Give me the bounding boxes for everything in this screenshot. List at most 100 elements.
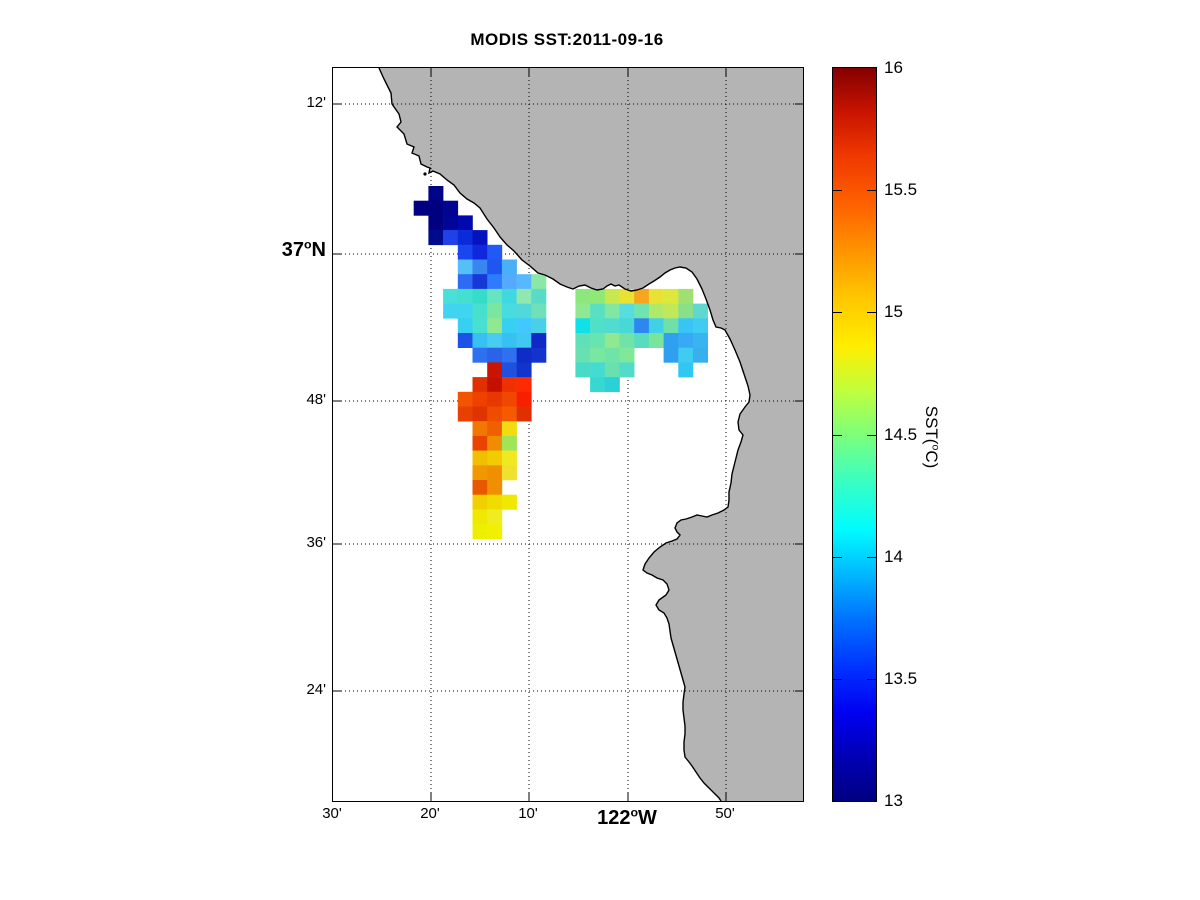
sst-cell <box>590 318 606 334</box>
sst-cell <box>693 347 708 363</box>
sst-cell <box>663 333 679 348</box>
sst-cell <box>531 347 547 363</box>
sst-cell <box>428 215 444 231</box>
sst-cell <box>516 347 532 363</box>
sst-cell <box>678 303 694 319</box>
sst-cell <box>472 480 488 495</box>
sst-cell <box>619 318 635 334</box>
colorbar-tick-left <box>833 312 842 314</box>
sst-cell <box>443 230 459 246</box>
sst-cell <box>457 391 473 407</box>
sst-cell <box>457 288 473 304</box>
sst-cell <box>487 244 503 260</box>
sst-cell <box>501 465 517 481</box>
sst-cell <box>678 318 694 334</box>
sst-cell <box>501 406 517 422</box>
colorbar-tick-left <box>833 678 842 680</box>
sst-cell <box>457 274 473 290</box>
sst-cell <box>472 347 488 363</box>
sst-cell <box>693 303 708 319</box>
sst-cell <box>487 288 503 304</box>
y-tick-label-major: 37oN <box>281 237 326 261</box>
sst-cell <box>472 274 488 290</box>
sst-cell <box>443 215 459 231</box>
sst-cell <box>678 362 694 378</box>
sst-cell <box>590 362 606 378</box>
sst-cell <box>648 303 664 319</box>
sst-cell <box>516 288 532 304</box>
sst-cell <box>487 274 503 290</box>
sst-cell <box>501 450 517 466</box>
sst-cell <box>487 377 503 393</box>
sst-cell <box>516 333 532 348</box>
sst-cell <box>590 377 606 393</box>
sst-cell <box>516 303 532 319</box>
sst-cell <box>516 318 532 334</box>
sst-cell <box>516 377 532 393</box>
land-area <box>379 68 803 801</box>
sst-cell <box>472 524 488 540</box>
sst-cell <box>663 347 679 363</box>
sst-cell <box>575 333 591 348</box>
sst-cell <box>501 288 517 304</box>
sst-cell <box>487 494 503 510</box>
sst-cell <box>472 406 488 422</box>
sst-cell <box>487 362 503 378</box>
colorbar-tick-label: 15.5 <box>884 180 918 200</box>
sst-cell <box>604 318 620 334</box>
sst-cell <box>590 303 606 319</box>
sst-cell <box>472 435 488 451</box>
y-tick-label: 48' <box>306 391 326 408</box>
sst-cell <box>501 362 517 378</box>
colorbar-tick-right <box>867 190 876 192</box>
colorbar-tick-right <box>867 312 876 314</box>
sst-cell <box>604 362 620 378</box>
x-tick-label: 10' <box>518 805 538 822</box>
sst-cell <box>428 186 444 201</box>
sst-cell <box>531 333 547 348</box>
colorbar-tick-label: 14 <box>884 546 903 566</box>
sst-cell <box>501 303 517 319</box>
sst-cell <box>663 288 679 304</box>
sst-cell <box>457 230 473 246</box>
sst-cell <box>457 333 473 348</box>
sst-cell <box>693 318 708 334</box>
sst-cell <box>678 288 694 304</box>
sst-cell <box>487 347 503 363</box>
sst-cell <box>487 391 503 407</box>
y-tick-label: 24' <box>306 681 326 698</box>
sst-cell <box>472 230 488 246</box>
sst-cell <box>634 333 650 348</box>
colorbar-label-post: C) <box>922 450 941 469</box>
sst-cell <box>619 362 635 378</box>
colorbar-tick-left <box>833 434 842 436</box>
colorbar-tick-right <box>867 678 876 680</box>
sst-cell <box>472 450 488 466</box>
sst-cell <box>678 333 694 348</box>
sst-cell <box>501 318 517 334</box>
sst-cell <box>678 347 694 363</box>
sst-cell <box>413 200 429 216</box>
sst-cell <box>575 362 591 378</box>
x-tick-label: 50' <box>715 805 735 822</box>
map-plot-area <box>332 67 804 802</box>
sst-cell <box>575 303 591 319</box>
sst-cell <box>501 274 517 290</box>
sst-cell <box>472 333 488 348</box>
sst-cell <box>501 421 517 437</box>
sst-cell <box>590 333 606 348</box>
sst-cell <box>472 391 488 407</box>
sst-cell <box>443 288 459 304</box>
sst-cell <box>590 347 606 363</box>
sst-cell <box>457 303 473 319</box>
sst-cell <box>501 259 517 275</box>
sst-cell <box>501 494 517 510</box>
sst-cell <box>472 288 488 304</box>
sst-cell <box>604 347 620 363</box>
colorbar-tick-label: 16 <box>884 58 903 77</box>
sst-cell <box>428 230 444 246</box>
sst-cell <box>443 303 459 319</box>
sst-cell <box>531 288 547 304</box>
sst-cell <box>648 318 664 334</box>
